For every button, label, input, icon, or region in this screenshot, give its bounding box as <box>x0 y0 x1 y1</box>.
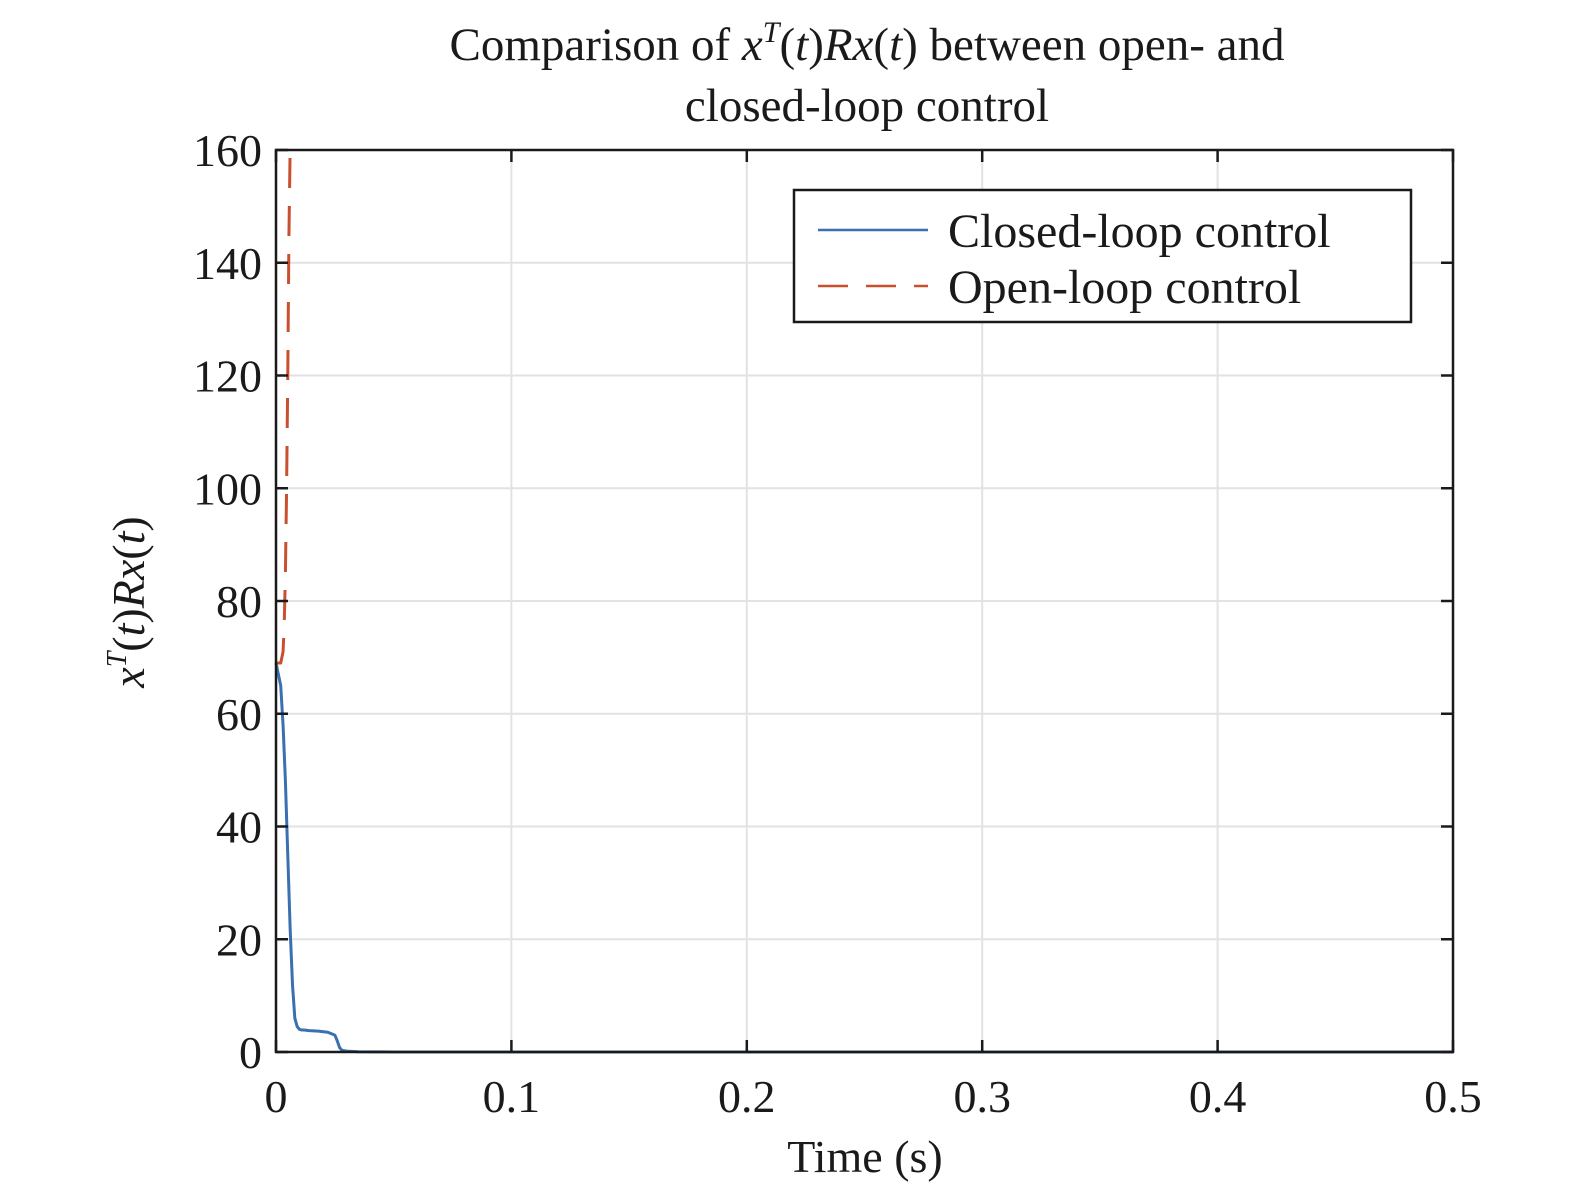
series-line-open-loop <box>276 149 292 665</box>
legend: Closed-loop control Open-loop control <box>792 188 1413 324</box>
title-math-paren4: ) <box>902 19 918 71</box>
ylabel-rx: Rx <box>103 559 154 609</box>
title-math-paren3: ( <box>873 19 889 71</box>
x-tick-label: 0 <box>265 1071 288 1122</box>
y-tick-label: 40 <box>216 802 262 853</box>
title-suffix: between open- and <box>918 19 1285 71</box>
chart-title-line1: Comparison of xT(t)Rx(t) between open- a… <box>449 16 1284 71</box>
y-tick-label: 160 <box>193 125 262 176</box>
ylabel-t1: t <box>103 622 154 636</box>
x-tick-labels: 0 0.1 0.2 0.3 0.4 0.5 <box>265 1071 1482 1122</box>
y-tick-label: 20 <box>216 914 262 965</box>
legend-box <box>792 188 1413 324</box>
y-tick-label: 0 <box>239 1027 262 1078</box>
y-axis-label: xT(t)Rx(t) <box>102 516 154 688</box>
x-tick-label: 0.1 <box>483 1071 541 1122</box>
chart-title-line2: closed-loop control <box>685 80 1049 132</box>
y-tick-labels: 0 20 40 60 80 100 120 140 160 <box>193 125 262 1078</box>
title-prefix: Comparison of <box>449 19 741 71</box>
title-math-t2: t <box>889 19 903 71</box>
title-math-sup: T <box>763 16 782 49</box>
x-tick-label: 0.5 <box>1424 1071 1482 1122</box>
ylabel-p4: ) <box>103 516 154 531</box>
ylabel-p3: ( <box>103 544 154 559</box>
legend-label-open-loop: Open-loop control <box>948 261 1301 314</box>
y-tick-label: 60 <box>216 689 262 740</box>
legend-label-closed-loop: Closed-loop control <box>948 205 1331 258</box>
title-math-paren1: ( <box>779 19 795 71</box>
x-tick-label: 0.3 <box>953 1071 1011 1122</box>
title-math-t1: t <box>795 19 809 71</box>
y-tick-label: 100 <box>193 463 262 514</box>
ylabel-sup: T <box>102 649 133 667</box>
title-math-rx: Rx <box>823 19 874 71</box>
x-tick-label: 0.2 <box>718 1071 776 1122</box>
ylabel-p2: ) <box>103 608 154 623</box>
ylabel-x: x <box>103 667 154 689</box>
x-tick-label: 0.4 <box>1189 1071 1247 1122</box>
y-tick-label: 120 <box>193 351 262 402</box>
ylabel-t2: t <box>103 530 154 544</box>
series-line-closed-loop <box>274 662 1453 1054</box>
y-tick-label: 140 <box>193 238 262 289</box>
x-axis-label: Time (s) <box>787 1131 943 1182</box>
y-tick-label: 80 <box>216 576 262 627</box>
title-math-x: x <box>741 19 763 71</box>
axes <box>274 148 1455 1054</box>
ylabel-p1: ( <box>103 636 154 651</box>
title-math-paren2: ) <box>808 19 824 71</box>
